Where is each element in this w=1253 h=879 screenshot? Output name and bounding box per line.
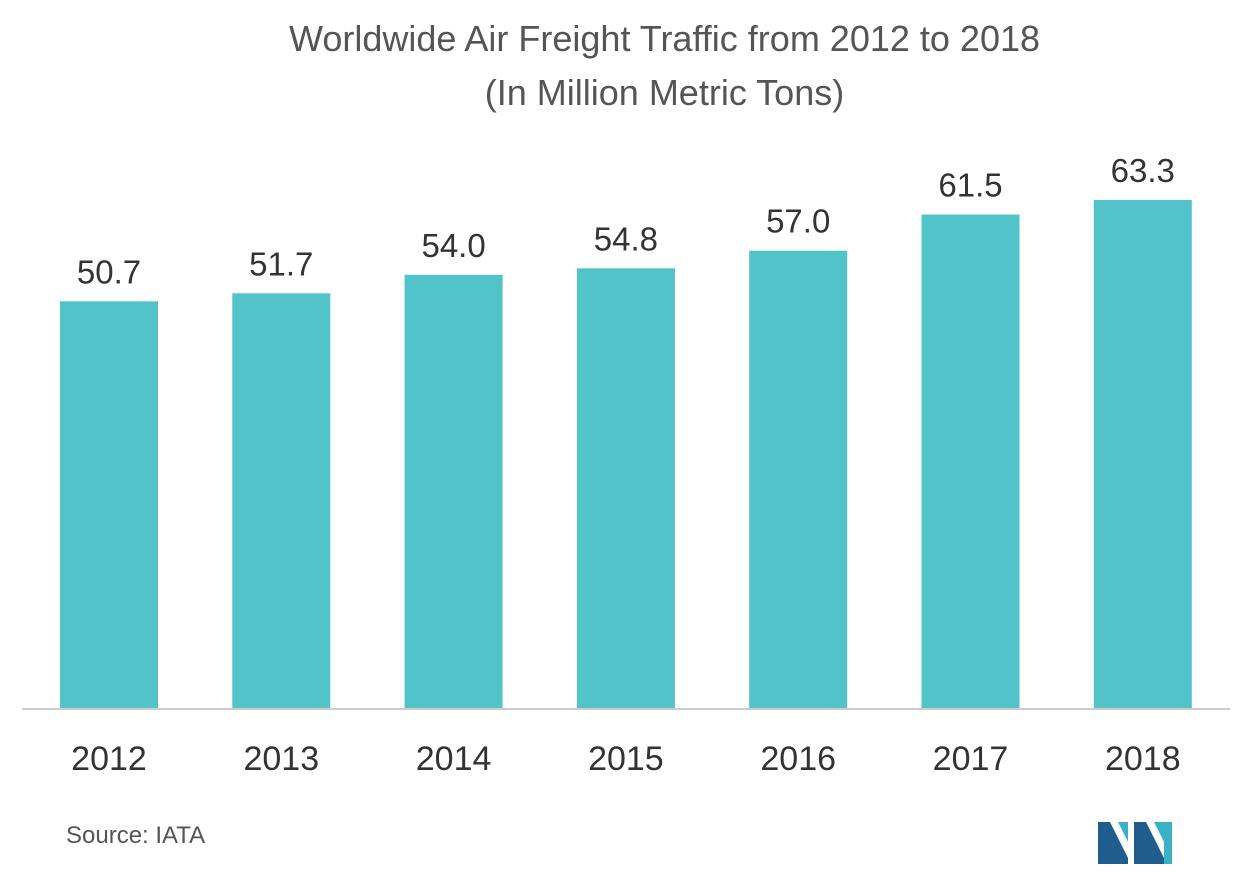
value-labels-layer: 50.7 51.7 54.0 54.8 57.0 61.5 63.3 <box>77 152 1175 290</box>
logo-shape-2 <box>1118 822 1128 842</box>
x-tick-label-2017: 2017 <box>933 740 1009 778</box>
chart-subtitle: (In Million Metric Tons) <box>484 72 845 113</box>
logo-shape-1 <box>1098 822 1128 864</box>
source-note: Source: IATA <box>66 822 206 849</box>
bar-2014 <box>404 274 503 709</box>
x-tick-label-2014: 2014 <box>416 740 492 778</box>
value-label-2015: 54.8 <box>594 220 658 257</box>
bar-2015 <box>576 268 675 709</box>
chart-title: Worldwide Air Freight Traffic from 2012 … <box>288 18 1041 59</box>
bars-layer <box>60 200 1192 709</box>
x-tick-label-2013: 2013 <box>243 740 319 778</box>
value-label-2016: 57.0 <box>766 203 830 240</box>
chart-title-block: Worldwide Air Freight Traffic from 2012 … <box>0 12 1253 120</box>
x-tick-labels-layer: 2012 2013 2014 2015 2016 2017 2018 <box>71 740 1180 778</box>
bar-2016 <box>749 250 848 709</box>
logo-shape-3 <box>1134 822 1164 864</box>
value-label-2012: 50.7 <box>77 253 141 290</box>
value-label-2017: 61.5 <box>938 167 1002 204</box>
bar-2018 <box>1093 200 1192 709</box>
logo-shape-4 <box>1154 822 1172 864</box>
x-tick-label-2016: 2016 <box>760 740 836 778</box>
value-label-2018: 63.3 <box>1111 152 1175 189</box>
bar-2017 <box>921 214 1020 709</box>
x-tick-label-2018: 2018 <box>1105 740 1181 778</box>
value-label-2013: 51.7 <box>249 245 313 282</box>
bar-2012 <box>60 301 158 709</box>
x-tick-label-2012: 2012 <box>71 740 147 778</box>
x-tick-label-2015: 2015 <box>588 740 664 778</box>
mordor-intelligence-logo-icon <box>1098 822 1172 864</box>
value-label-2014: 54.0 <box>421 227 485 264</box>
bar-2013 <box>232 293 331 709</box>
